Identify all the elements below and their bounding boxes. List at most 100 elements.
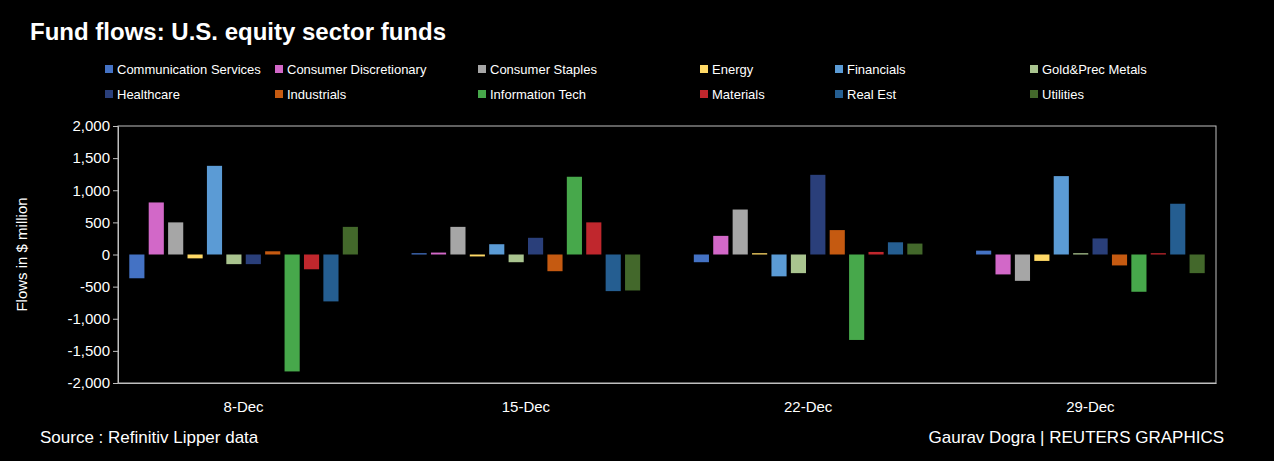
legend-label: Consumer Staples bbox=[490, 62, 597, 77]
y-tick: 500 bbox=[85, 214, 118, 231]
source: Source : Refinitiv Lipper data bbox=[40, 428, 259, 447]
legend-swatch bbox=[105, 65, 113, 73]
legend-label: Consumer Discretionary bbox=[287, 62, 427, 77]
x-axis-line bbox=[119, 383, 1217, 384]
legend-swatch bbox=[478, 90, 486, 98]
bar bbox=[489, 244, 504, 254]
x-axis: 8-Dec 15-Dec 22-Dec 29-Dec bbox=[119, 383, 1217, 415]
bar bbox=[1112, 255, 1127, 266]
y-axis-title: Flows in $ million bbox=[13, 197, 30, 311]
x-tick: 8-Dec bbox=[224, 383, 265, 415]
y-tick-mark bbox=[113, 319, 118, 320]
bar bbox=[1151, 253, 1166, 254]
bar bbox=[129, 255, 144, 279]
y-axis-line bbox=[113, 127, 119, 384]
bar bbox=[431, 253, 446, 255]
bar bbox=[323, 255, 338, 302]
legend-label: Healthcare bbox=[117, 87, 180, 102]
y-tick-label: 0 bbox=[102, 246, 110, 263]
y-tick-label: -1,000 bbox=[67, 310, 110, 327]
legend-swatch bbox=[275, 65, 283, 73]
series bbox=[265, 230, 1127, 271]
legend-label: Energy bbox=[712, 62, 754, 77]
bar bbox=[207, 166, 222, 255]
y-tick: 2,000 bbox=[72, 117, 118, 134]
series bbox=[226, 253, 1088, 273]
y-tick-mark bbox=[113, 190, 118, 191]
bar bbox=[713, 236, 728, 255]
y-tick-label: 1,500 bbox=[72, 149, 110, 166]
x-tick-label: 8-Dec bbox=[224, 398, 265, 415]
x-tick: 29-Dec bbox=[1066, 383, 1115, 415]
legend-label: Communication Services bbox=[117, 62, 261, 77]
bar bbox=[567, 177, 582, 255]
legend-swatch bbox=[1030, 90, 1038, 98]
legend-swatch bbox=[275, 90, 283, 98]
bar bbox=[246, 255, 261, 265]
bar bbox=[606, 255, 621, 292]
x-tick-label: 29-Dec bbox=[1066, 398, 1115, 415]
bar bbox=[412, 253, 427, 254]
series bbox=[285, 177, 1147, 372]
y-tick-mark bbox=[113, 222, 118, 223]
legend-label: Financials bbox=[847, 62, 906, 77]
bar bbox=[849, 255, 864, 340]
bar bbox=[976, 251, 991, 255]
bar bbox=[1093, 238, 1108, 254]
bar bbox=[1170, 204, 1185, 255]
title: Fund flows: U.S. equity sector funds bbox=[30, 18, 446, 45]
y-tick: -1,000 bbox=[67, 310, 118, 327]
bar bbox=[509, 255, 524, 263]
y-tick-label: -2,000 bbox=[67, 374, 110, 391]
bar bbox=[188, 255, 203, 259]
legend-label: Real Est bbox=[847, 87, 897, 102]
y-tick-mark bbox=[113, 287, 118, 288]
bar bbox=[586, 222, 601, 254]
y-tick: -1,500 bbox=[67, 342, 118, 359]
legend-swatch bbox=[478, 65, 486, 73]
x-tick: 22-Dec bbox=[784, 383, 833, 415]
y-tick: 1,500 bbox=[72, 149, 118, 166]
y-tick-mark bbox=[113, 383, 118, 384]
bar bbox=[304, 255, 319, 270]
bar bbox=[907, 244, 922, 255]
bar bbox=[168, 222, 183, 254]
bar bbox=[547, 255, 562, 272]
bar bbox=[470, 255, 485, 257]
legend-swatch bbox=[700, 65, 708, 73]
x-tick-label: 15-Dec bbox=[502, 398, 551, 415]
bar bbox=[888, 242, 903, 254]
bar bbox=[733, 210, 748, 255]
legend-label: Utilities bbox=[1042, 87, 1084, 102]
credit: Gaurav Dogra | REUTERS GRAPHICS bbox=[929, 428, 1224, 447]
bar bbox=[771, 255, 786, 277]
bar bbox=[265, 251, 280, 254]
y-tick-mark bbox=[113, 126, 118, 127]
bar bbox=[343, 227, 358, 255]
chart: Fund flows: U.S. equity sector funds Comm… bbox=[0, 0, 1274, 461]
bar bbox=[285, 255, 300, 372]
bar bbox=[149, 202, 164, 254]
bars bbox=[129, 166, 1204, 372]
bar bbox=[1131, 255, 1146, 292]
bar bbox=[868, 252, 883, 255]
bar bbox=[226, 255, 241, 265]
bar bbox=[1073, 253, 1088, 254]
legend-swatch bbox=[700, 90, 708, 98]
bar bbox=[752, 253, 767, 254]
y-tick: -500 bbox=[80, 278, 118, 295]
bar bbox=[1015, 255, 1030, 281]
plot-frame bbox=[118, 126, 1216, 383]
y-tick-label: -1,500 bbox=[67, 342, 110, 359]
y-tick-mark bbox=[113, 351, 118, 352]
bar bbox=[1054, 176, 1069, 254]
plot: -2,000 -1,500 -1,000 -500 0 500 1,000 1,500 2,00… bbox=[67, 117, 1216, 414]
legend-swatch bbox=[1030, 65, 1038, 73]
bar bbox=[1190, 255, 1205, 274]
y-tick-mark bbox=[113, 255, 118, 256]
y-tick-label: 2,000 bbox=[72, 117, 110, 134]
series bbox=[304, 222, 1166, 269]
y-tick: 0 bbox=[102, 246, 118, 263]
series bbox=[323, 204, 1185, 302]
y-tick-label: 1,000 bbox=[72, 182, 110, 199]
